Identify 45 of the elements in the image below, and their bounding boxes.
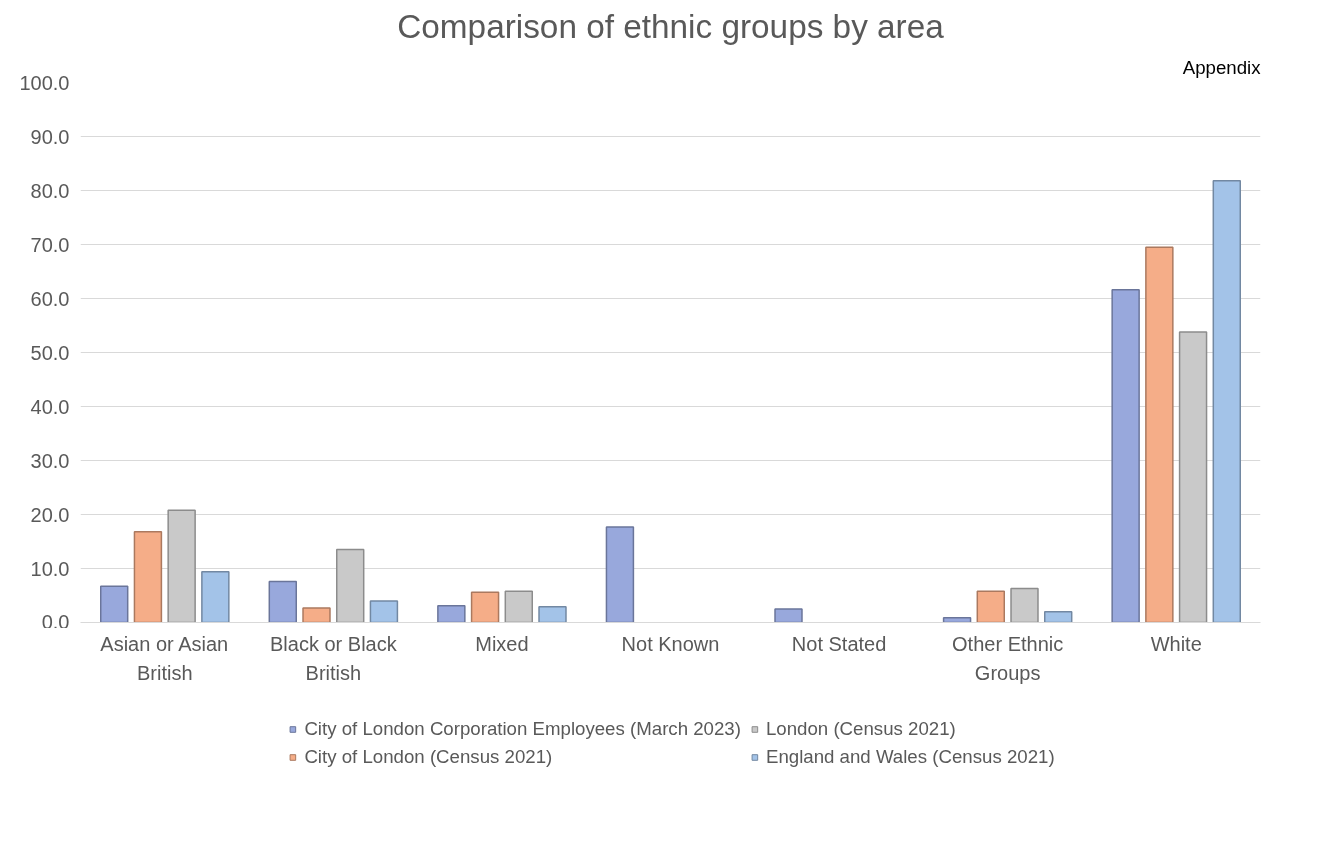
bar	[201, 570, 230, 623]
bar	[302, 607, 331, 623]
legend-label: City of London Corporation Employees (March 2023)	[304, 718, 741, 740]
y-tick-label: 80.0	[30, 179, 70, 202]
text: Appendix	[1182, 56, 1262, 78]
bar	[1043, 610, 1073, 623]
bar	[1010, 587, 1039, 623]
x-tick-label: Not Known	[621, 633, 720, 655]
y-tick-label: 20.0	[30, 503, 70, 526]
bar	[470, 591, 500, 623]
bar	[437, 605, 466, 623]
bar	[133, 531, 163, 623]
bar	[268, 580, 298, 623]
bar	[1145, 246, 1174, 623]
y-tick-label: 30.0	[30, 449, 70, 472]
bar	[1212, 180, 1242, 623]
x-tick-label: Mixed	[475, 633, 529, 655]
y-tick-label: 100.0	[19, 71, 70, 94]
bar	[1111, 289, 1140, 623]
bar	[369, 600, 399, 623]
chart-title: Comparison of ethnic groups by area	[397, 7, 945, 45]
bar	[504, 590, 534, 623]
x-tick-label: Not Stated	[791, 633, 887, 655]
x-tick-label: White	[1150, 633, 1202, 655]
bar	[99, 585, 129, 623]
y-tick-label: 70.0	[30, 233, 70, 256]
bar	[335, 548, 365, 623]
x-tick-label: Black or Black British	[270, 633, 398, 684]
y-tick-label: 0.0	[41, 610, 70, 633]
legend-label: City of London (Census 2021)	[304, 746, 553, 768]
x-tick-label: Asian or Asian British	[100, 633, 229, 684]
bar	[1178, 331, 1208, 623]
y-tick-label: 10.0	[30, 557, 70, 580]
bar	[167, 509, 196, 623]
y-tick-label: 60.0	[30, 287, 70, 310]
y-tick-label: 40.0	[30, 395, 70, 418]
bar	[538, 606, 567, 623]
y-tick-label: 50.0	[30, 341, 70, 364]
bar	[605, 526, 635, 623]
bar	[774, 608, 803, 623]
legend-label: London (Census 2021)	[765, 718, 956, 740]
legend-label: England and Wales (Census 2021)	[765, 746, 1055, 768]
y-tick-label: 90.0	[30, 125, 70, 148]
x-tick-label: Other Ethnic Groups	[952, 633, 1064, 684]
bar	[976, 590, 1006, 623]
